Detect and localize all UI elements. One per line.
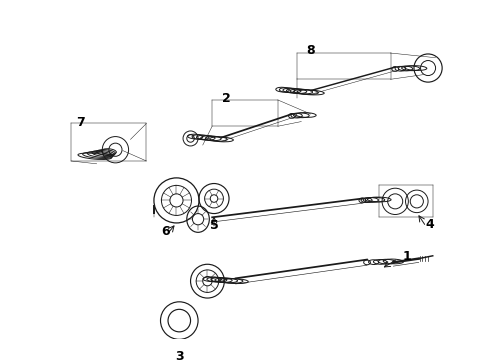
Text: 6: 6 <box>161 225 170 238</box>
Text: 1: 1 <box>403 250 412 263</box>
Text: 2: 2 <box>221 93 230 105</box>
Text: 3: 3 <box>175 350 184 360</box>
Text: 8: 8 <box>306 44 315 57</box>
Text: 7: 7 <box>76 116 85 129</box>
Text: 5: 5 <box>210 219 219 232</box>
Text: 4: 4 <box>426 219 434 231</box>
